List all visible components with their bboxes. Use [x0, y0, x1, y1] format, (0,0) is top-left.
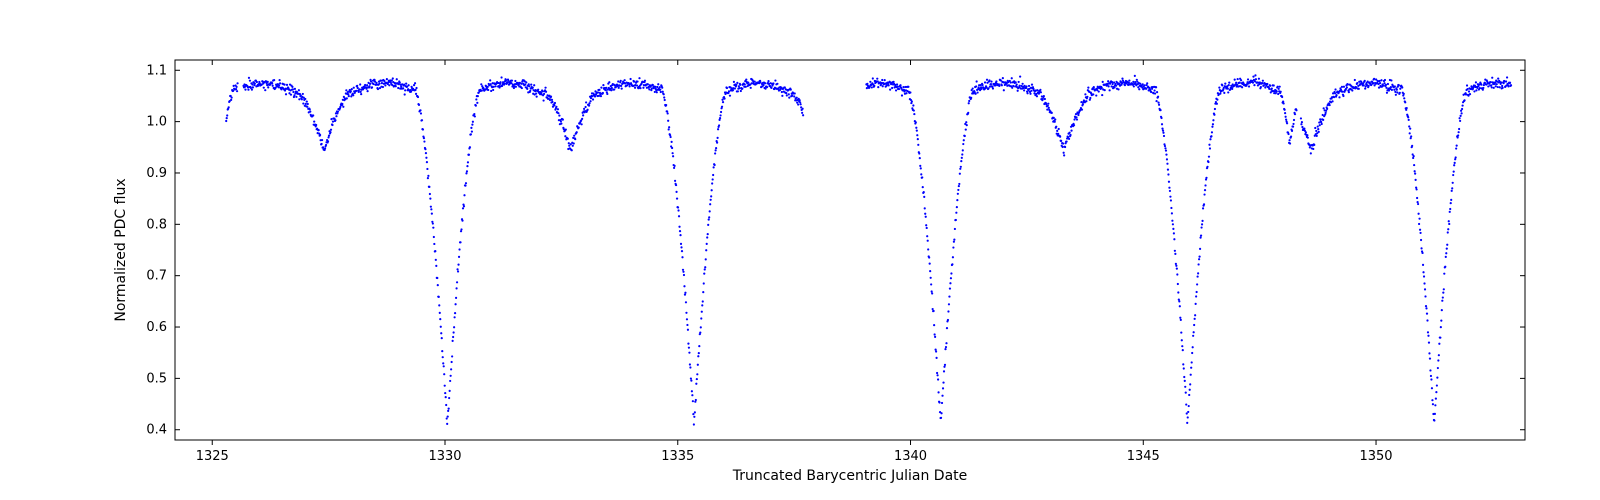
xtick-label: 1350 — [1359, 449, 1392, 464]
ytick-label: 0.9 — [146, 166, 167, 181]
xtick-label: 1345 — [1127, 449, 1160, 464]
ytick-label: 0.7 — [146, 269, 167, 284]
xtick-label: 1340 — [894, 449, 927, 464]
lightcurve-chart: 1325 1330 1335 1340 1345 1350 0.4 0.5 0.6 0.7 0.8 0… — [0, 0, 1600, 500]
ytick-label: 1.1 — [146, 63, 167, 78]
chart-svg: 1325 1330 1335 1340 1345 1350 0.4 0.5 0.6 0.7 0.8 0… — [0, 0, 1600, 500]
xtick-label: 1325 — [196, 449, 229, 464]
ytick-label: 1.0 — [146, 115, 167, 130]
ytick-label: 0.8 — [146, 217, 167, 232]
y-axis-label: Normalized PDC flux — [113, 178, 129, 321]
ytick-label: 0.5 — [146, 371, 167, 386]
ytick-label: 0.6 — [146, 320, 167, 335]
ytick-label: 0.4 — [146, 423, 167, 438]
xtick-label: 1330 — [428, 449, 461, 464]
x-axis-label: Truncated Barycentric Julian Date — [732, 468, 968, 484]
xtick-label: 1335 — [661, 449, 694, 464]
